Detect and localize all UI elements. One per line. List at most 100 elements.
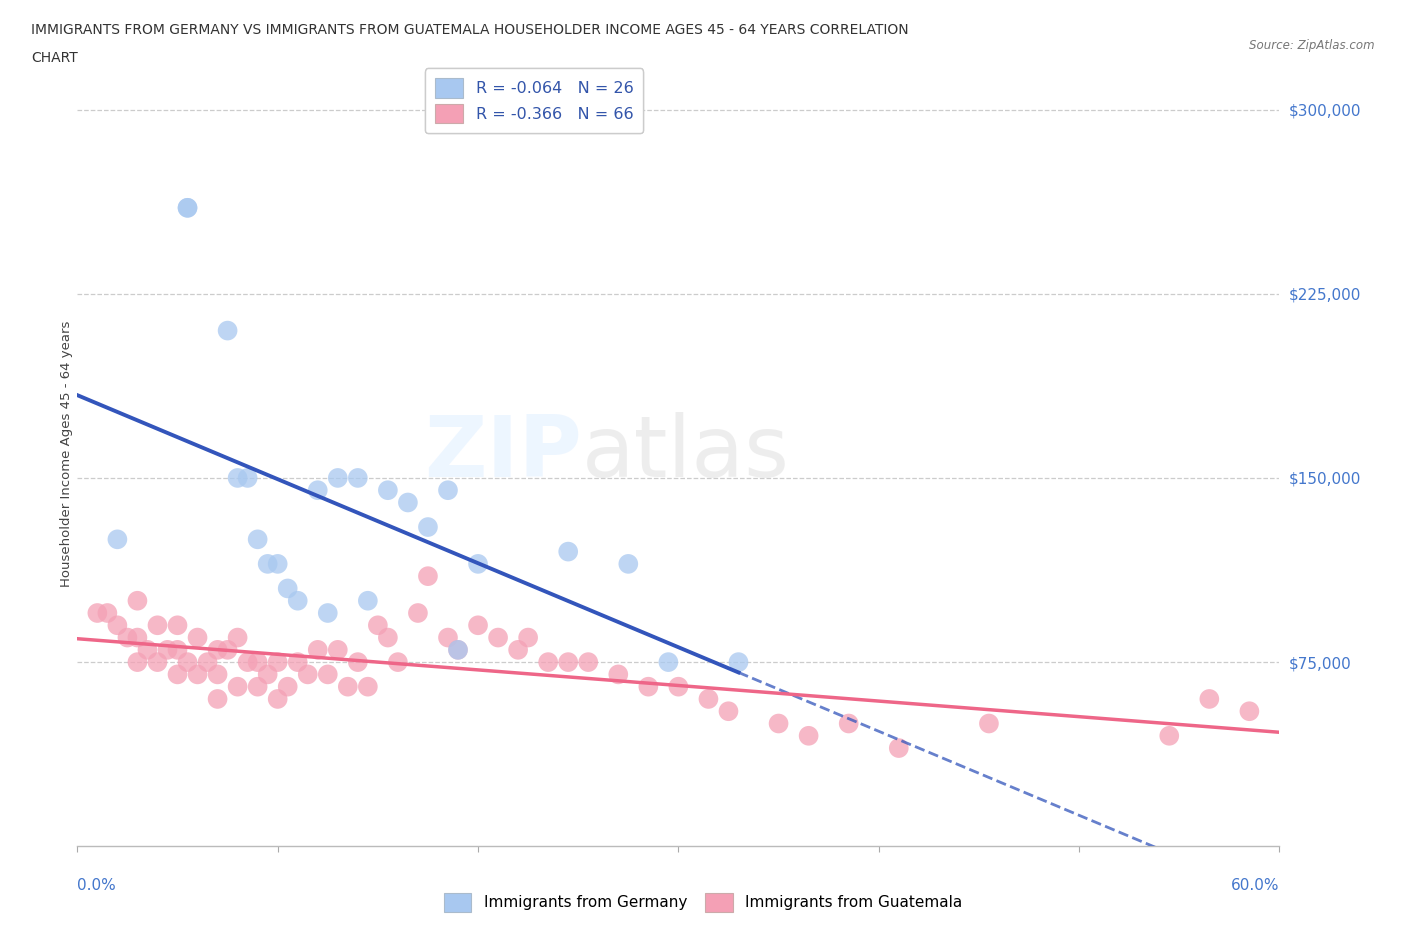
Point: [697, 692, 720, 707]
Point: [717, 704, 740, 719]
Legend: R = -0.064   N = 26, R = -0.366   N = 66: R = -0.064 N = 26, R = -0.366 N = 66: [425, 69, 644, 133]
Point: [797, 728, 820, 743]
Point: [347, 655, 370, 670]
Point: [838, 716, 860, 731]
Point: [316, 667, 339, 682]
Point: [267, 556, 290, 571]
Text: atlas: atlas: [582, 412, 790, 495]
Point: [117, 631, 139, 645]
Point: [396, 495, 419, 510]
Point: [166, 643, 188, 658]
Point: [557, 655, 579, 670]
Point: [127, 631, 149, 645]
Point: [326, 643, 349, 658]
Point: [447, 643, 470, 658]
Point: [727, 655, 749, 670]
Text: ZIP: ZIP: [425, 412, 582, 495]
Point: [517, 631, 540, 645]
Point: [416, 520, 439, 535]
Point: [176, 200, 198, 215]
Point: [357, 593, 380, 608]
Point: [287, 593, 309, 608]
Point: [226, 471, 249, 485]
Point: [576, 655, 599, 670]
Text: CHART: CHART: [31, 51, 77, 65]
Point: [297, 667, 319, 682]
Point: [107, 532, 129, 547]
Legend: Immigrants from Germany, Immigrants from Guatemala: Immigrants from Germany, Immigrants from…: [437, 887, 969, 918]
Point: [246, 532, 269, 547]
Point: [197, 655, 219, 670]
Point: [387, 655, 409, 670]
Y-axis label: Householder Income Ages 45 - 64 years: Householder Income Ages 45 - 64 years: [59, 320, 73, 587]
Point: [357, 679, 380, 694]
Point: [96, 605, 118, 620]
Point: [186, 631, 209, 645]
Point: [207, 643, 229, 658]
Point: [287, 655, 309, 670]
Point: [467, 618, 489, 632]
Point: [416, 569, 439, 584]
Point: [277, 679, 299, 694]
Point: [437, 631, 460, 645]
Point: [246, 655, 269, 670]
Point: [537, 655, 560, 670]
Point: [267, 655, 290, 670]
Point: [277, 581, 299, 596]
Point: [657, 655, 679, 670]
Point: [307, 643, 329, 658]
Point: [127, 655, 149, 670]
Point: [557, 544, 579, 559]
Point: [217, 643, 239, 658]
Point: [447, 643, 470, 658]
Point: [977, 716, 1000, 731]
Point: [607, 667, 630, 682]
Point: [236, 471, 259, 485]
Point: [307, 483, 329, 498]
Text: IMMIGRANTS FROM GERMANY VS IMMIGRANTS FROM GUATEMALA HOUSEHOLDER INCOME AGES 45 : IMMIGRANTS FROM GERMANY VS IMMIGRANTS FR…: [31, 23, 908, 37]
Point: [246, 679, 269, 694]
Point: [617, 556, 640, 571]
Point: [207, 692, 229, 707]
Point: [146, 655, 169, 670]
Point: [256, 556, 278, 571]
Point: [256, 667, 278, 682]
Point: [377, 483, 399, 498]
Point: [226, 631, 249, 645]
Point: [107, 618, 129, 632]
Point: [156, 643, 179, 658]
Point: [406, 605, 429, 620]
Point: [207, 667, 229, 682]
Point: [367, 618, 389, 632]
Point: [136, 643, 159, 658]
Point: [1198, 692, 1220, 707]
Point: [336, 679, 359, 694]
Point: [377, 631, 399, 645]
Point: [508, 643, 530, 658]
Point: [316, 605, 339, 620]
Point: [217, 323, 239, 338]
Point: [267, 692, 290, 707]
Point: [146, 618, 169, 632]
Point: [166, 618, 188, 632]
Point: [1159, 728, 1181, 743]
Point: [437, 483, 460, 498]
Point: [186, 667, 209, 682]
Point: [176, 200, 198, 215]
Point: [166, 667, 188, 682]
Point: [127, 593, 149, 608]
Text: 60.0%: 60.0%: [1232, 878, 1279, 893]
Point: [768, 716, 790, 731]
Point: [326, 471, 349, 485]
Point: [86, 605, 108, 620]
Point: [236, 655, 259, 670]
Point: [176, 655, 198, 670]
Point: [1239, 704, 1261, 719]
Point: [486, 631, 509, 645]
Text: Source: ZipAtlas.com: Source: ZipAtlas.com: [1250, 39, 1375, 52]
Point: [347, 471, 370, 485]
Point: [467, 556, 489, 571]
Point: [637, 679, 659, 694]
Point: [887, 740, 910, 755]
Text: 0.0%: 0.0%: [77, 878, 117, 893]
